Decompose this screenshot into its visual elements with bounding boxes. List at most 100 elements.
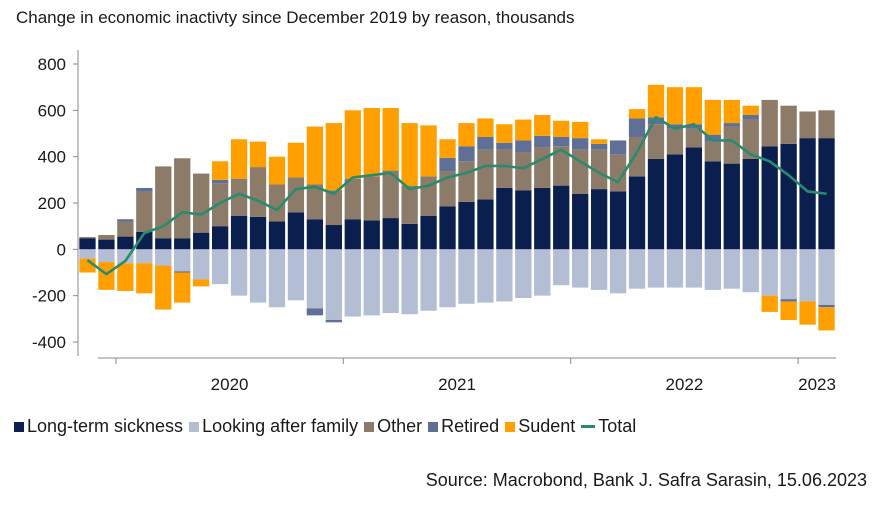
bar-sudent-21: [477, 118, 494, 137]
bar-retired-20: [458, 146, 475, 162]
bar-looking-after-family-23: [515, 249, 532, 298]
bar-sudent-19: [439, 139, 456, 158]
bar-sudent-7: [211, 161, 229, 180]
bar-looking-after-family-8: [230, 249, 248, 296]
bar-long-term-sickness-11: [287, 212, 305, 250]
bar-sudent-12: [306, 126, 324, 185]
bar-other-21: [477, 149, 494, 200]
chart-title: Change in economic inactivty since Decem…: [16, 8, 575, 27]
bar-other-17: [401, 185, 418, 224]
bar-retired-32: [685, 124, 703, 129]
bar-other-12: [306, 184, 324, 220]
bar-looking-after-family-1: [98, 249, 115, 263]
bar-looking-after-family-32: [685, 249, 703, 288]
bar-sudent-34: [723, 99, 740, 124]
bar-sudent-22: [496, 124, 513, 143]
bar-long-term-sickness-20: [458, 201, 475, 250]
bar-looking-after-family-19: [439, 249, 456, 308]
bar-other-24: [534, 147, 551, 188]
legend-swatch-sudent: [505, 421, 516, 432]
bar-looking-after-family-20: [458, 249, 475, 304]
bar-looking-after-family-26: [572, 249, 589, 288]
bar-long-term-sickness-2: [117, 236, 134, 250]
bar-looking-after-family-33: [704, 249, 721, 290]
bar-other-28: [609, 154, 627, 192]
bar-long-term-sickness-3: [136, 231, 153, 250]
bar-retired-31: [666, 124, 684, 129]
bar-long-term-sickness-21: [477, 199, 494, 250]
bar-looking-after-family-5: [174, 249, 191, 272]
bar-long-term-sickness-27: [590, 189, 608, 250]
bar-other-39: [818, 110, 835, 139]
bar-sudent-35: [742, 105, 759, 115]
line-total: [86, 115, 827, 276]
y-tick-label--200: -200: [32, 287, 66, 306]
bar-long-term-sickness-15: [363, 220, 380, 250]
bar-long-term-sickness-37: [780, 143, 797, 250]
bar-looking-after-family-14: [344, 249, 361, 317]
bar-retired-24: [534, 135, 551, 148]
bar-long-term-sickness-26: [572, 193, 589, 250]
bar-looking-after-family-3: [136, 249, 153, 264]
bar-sudent-9: [249, 141, 267, 168]
bar-sudent-36: [761, 295, 778, 312]
bar-other-33: [704, 141, 721, 162]
bar-other-35: [742, 119, 759, 159]
bar-looking-after-family-6: [193, 249, 210, 280]
bar-long-term-sickness-36: [761, 146, 778, 250]
bar-other-3: [136, 191, 153, 232]
bar-looking-after-family-25: [553, 249, 570, 286]
bar-retired-39: [818, 304, 835, 308]
bar-long-term-sickness-10: [268, 221, 286, 250]
bar-other-30: [647, 124, 665, 159]
y-tick-label-800: 800: [38, 55, 66, 74]
bar-sudent-10: [268, 156, 286, 185]
bar-looking-after-family-11: [287, 249, 305, 301]
bar-looking-after-family-28: [609, 249, 627, 294]
bar-other-2: [117, 221, 134, 237]
bar-looking-after-family-17: [401, 249, 418, 315]
bar-other-36: [761, 99, 778, 147]
x-tick-label-2020: 2020: [211, 375, 249, 394]
legend-item-total: Total: [581, 416, 636, 437]
bar-retired-13: [325, 319, 342, 323]
bar-long-term-sickness-30: [647, 158, 665, 250]
bar-sudent-33: [704, 99, 721, 135]
bar-retired-5: [174, 271, 191, 273]
bar-looking-after-family-29: [628, 249, 646, 289]
bar-long-term-sickness-23: [515, 190, 532, 250]
bar-long-term-sickness-4: [155, 238, 172, 250]
bar-long-term-sickness-35: [742, 158, 759, 250]
bar-sudent-1: [98, 262, 115, 290]
legend-label-other: Other: [377, 416, 423, 436]
bar-other-20: [458, 161, 475, 202]
legend-item-other: Other: [364, 416, 422, 437]
bar-other-13: [325, 190, 342, 226]
legend-swatch-long-term-sickness: [14, 421, 24, 432]
bar-long-term-sickness-0: [79, 238, 96, 250]
bar-other-8: [230, 178, 248, 216]
bar-sudent-30: [647, 84, 665, 118]
bar-sudent-23: [515, 119, 532, 141]
y-tick-label--400: -400: [32, 333, 66, 352]
chart-plot: -400 -200 0 200 400 600 800 2020 2021 2022 2023: [32, 50, 836, 394]
bar-looking-after-family-35: [742, 249, 759, 293]
bar-looking-after-family-39: [818, 249, 835, 305]
bar-retired-34: [723, 123, 740, 127]
bar-retired-7: [211, 179, 229, 184]
bar-other-23: [515, 152, 532, 191]
bar-long-term-sickness-31: [666, 154, 684, 250]
bar-other-25: [553, 146, 570, 186]
bar-other-32: [685, 128, 703, 148]
bar-other-37: [780, 105, 797, 144]
bar-retired-33: [704, 134, 721, 142]
bar-sudent-2: [117, 263, 134, 292]
bar-other-5: [174, 158, 191, 239]
bar-looking-after-family-21: [477, 249, 494, 303]
y-tick-label-0: 0: [57, 240, 66, 259]
bar-long-term-sickness-12: [306, 219, 324, 250]
bar-long-term-sickness-14: [344, 219, 361, 250]
bar-retired-26: [572, 138, 589, 150]
bar-other-1: [98, 234, 115, 240]
bar-other-9: [249, 167, 267, 217]
